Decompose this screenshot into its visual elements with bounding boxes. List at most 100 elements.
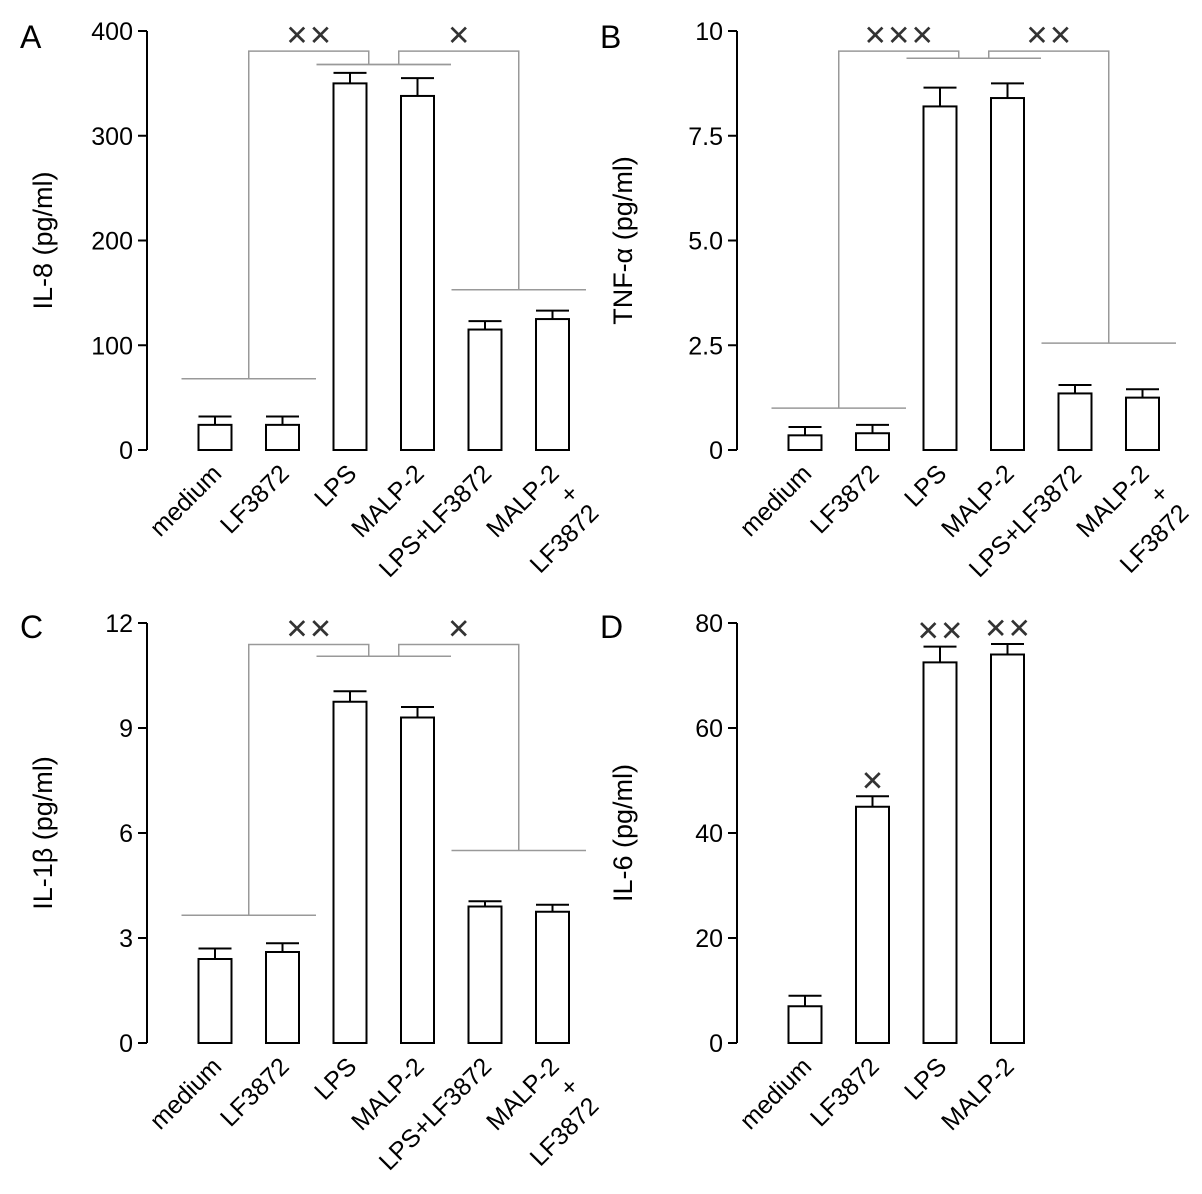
y-tick-label: 12: [105, 610, 133, 638]
y-axis-title: IL-1β (pg/ml): [28, 756, 58, 910]
category-label-line: LF3872: [525, 1092, 605, 1172]
y-axis-title: IL-6 (pg/ml): [608, 764, 638, 902]
category-label: MALP-2+LF3872: [481, 459, 604, 582]
bar: [990, 97, 1025, 451]
bar: [332, 700, 368, 1044]
bracket-connector: [248, 643, 370, 916]
bar: [535, 910, 570, 1044]
bar: [265, 423, 300, 451]
significance-mark: ✕✕✕: [864, 19, 934, 52]
category-label-line: LPS: [899, 459, 952, 512]
bar: [467, 905, 503, 1044]
significance-mark: ✕✕: [285, 19, 332, 52]
y-tick-label: 6: [119, 820, 133, 848]
bar: [855, 432, 890, 451]
y-tick-label: 2.5: [688, 332, 723, 360]
category-label: LF3872: [805, 459, 885, 539]
category-label-line: LF3872: [525, 499, 605, 579]
bracket-connector: [248, 50, 370, 379]
significance-mark: ✕: [861, 764, 884, 797]
significance-mark: ✕✕: [917, 615, 964, 648]
bar: [787, 1005, 823, 1044]
bar: [1057, 392, 1093, 451]
bar: [332, 82, 368, 451]
category-label: LPS: [899, 1052, 952, 1105]
bar: [197, 423, 233, 451]
significance-mark: ✕✕: [1025, 19, 1072, 52]
y-tick-label: 100: [91, 332, 133, 360]
panel-letter: B: [600, 19, 621, 55]
category-label-line: medium: [145, 1052, 228, 1135]
category-label-line: LF3872: [1115, 499, 1195, 579]
bracket-connector: [988, 50, 1110, 344]
category-label-line: LF3872: [215, 459, 295, 539]
category-label-line: LF3872: [215, 1052, 295, 1132]
bar: [787, 434, 823, 451]
category-label-line: medium: [145, 459, 228, 542]
category-label: medium: [145, 459, 228, 542]
y-tick-label: 10: [695, 18, 723, 46]
category-label: MALP-2+LF3872: [481, 1052, 604, 1175]
bar: [855, 805, 890, 1044]
bar: [1125, 396, 1160, 451]
category-label-line: LPS: [899, 1052, 952, 1105]
bar: [467, 328, 503, 452]
y-tick-label: 400: [91, 18, 133, 46]
bar: [922, 661, 958, 1044]
bar: [265, 951, 300, 1044]
significance-mark: ✕✕: [285, 613, 332, 646]
significance-mark: ✕: [447, 19, 470, 52]
bar: [197, 958, 233, 1044]
bracket-connector: [398, 50, 520, 290]
panel-letter: A: [20, 19, 42, 55]
significance-mark: ✕: [447, 613, 470, 646]
category-label: LF3872: [805, 1052, 885, 1132]
y-tick-label: 0: [709, 1030, 723, 1058]
category-label: medium: [735, 459, 818, 542]
category-label: medium: [145, 1052, 228, 1135]
bracket-connector: [398, 643, 520, 851]
y-tick-label: 0: [119, 437, 133, 465]
category-label: LF3872: [215, 1052, 295, 1132]
y-tick-label: 7.5: [688, 123, 723, 151]
category-label: LPS: [309, 1052, 362, 1105]
y-axis-title: IL-8 (pg/ml): [28, 171, 58, 309]
category-label-line: MALP-2: [936, 1052, 1020, 1136]
category-label: medium: [735, 1052, 818, 1135]
y-tick-label: 80: [695, 610, 723, 638]
y-tick-label: 60: [695, 715, 723, 743]
category-label-line: LF3872: [805, 459, 885, 539]
category-label-line: LPS: [309, 459, 362, 512]
y-axis-title: TNF-α (pg/ml): [608, 156, 638, 325]
bar: [535, 318, 570, 451]
panel-letter: D: [600, 609, 623, 645]
category-label-line: LPS: [309, 1052, 362, 1105]
category-label-line: medium: [735, 459, 818, 542]
y-tick-label: 20: [695, 925, 723, 953]
y-tick-label: 300: [91, 123, 133, 151]
category-label: LPS: [309, 459, 362, 512]
bar: [400, 716, 435, 1044]
category-label: LF3872: [215, 459, 295, 539]
category-label: LPS: [899, 459, 952, 512]
y-tick-label: 0: [709, 437, 723, 465]
y-tick-label: 40: [695, 820, 723, 848]
category-label: MALP-2+LF3872: [1071, 459, 1194, 582]
bar: [990, 653, 1025, 1044]
significance-mark: ✕✕: [984, 612, 1031, 645]
panel-letter: C: [20, 609, 43, 645]
category-label: MALP-2: [936, 1052, 1020, 1136]
category-label-line: LF3872: [805, 1052, 885, 1132]
y-tick-label: 9: [119, 715, 133, 743]
category-label-line: medium: [735, 1052, 818, 1135]
y-tick-label: 200: [91, 228, 133, 256]
y-tick-label: 5.0: [688, 228, 723, 256]
y-tick-label: 0: [119, 1030, 133, 1058]
y-tick-label: 3: [119, 925, 133, 953]
bar: [400, 94, 435, 451]
